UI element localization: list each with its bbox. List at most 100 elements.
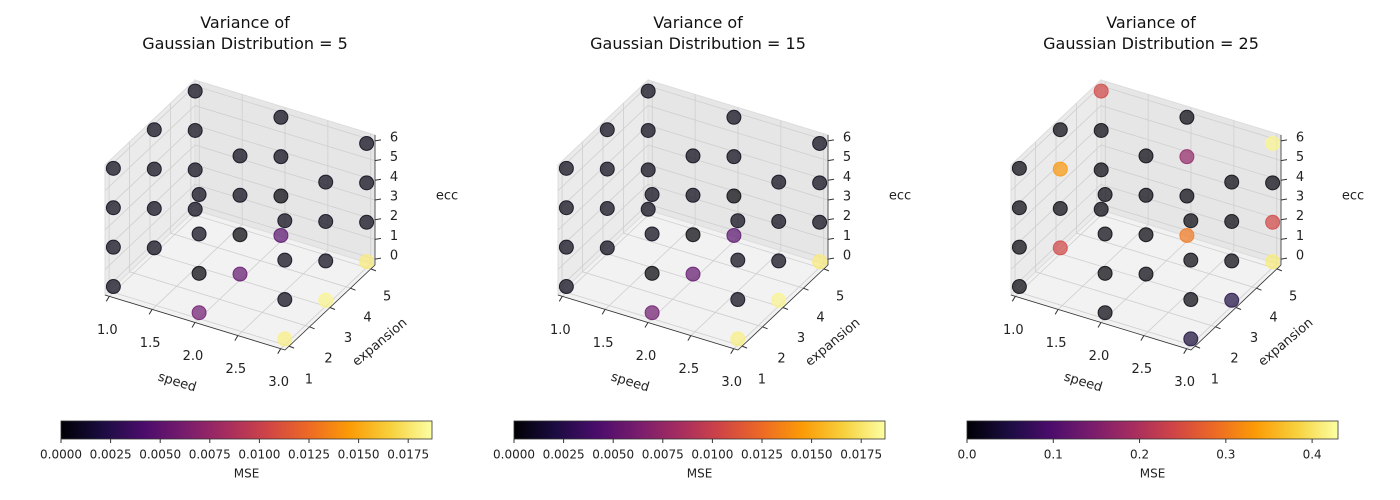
data-point	[232, 227, 248, 243]
data-point	[1183, 252, 1199, 268]
y-axis-label: expansion	[350, 315, 411, 369]
z-tick-label: 0	[390, 249, 398, 264]
data-point	[1052, 161, 1068, 177]
x-axis-label: speed	[156, 370, 198, 396]
z-axis-label: ecc	[1342, 189, 1364, 204]
data-point	[232, 266, 248, 282]
colorbar-tick-label: 0.0025	[90, 448, 132, 462]
data-point	[1093, 162, 1109, 178]
colorbar-tick-label: 0.0075	[642, 448, 684, 462]
tick-mark	[288, 345, 295, 349]
data-point	[685, 187, 701, 203]
colorbar-tick-label: 0.3	[1216, 448, 1235, 462]
y-tick-label: 4	[816, 310, 824, 325]
data-point	[644, 305, 660, 321]
data-point	[726, 188, 742, 204]
colorbar-tick-label: 0.1	[1044, 448, 1063, 462]
x-tick-label: 1.0	[97, 323, 118, 338]
x-tick-label: 2.0	[1089, 349, 1110, 364]
colorbar	[60, 420, 433, 440]
tick-mark	[374, 198, 382, 201]
tick-mark	[374, 139, 382, 142]
tick-mark	[1280, 139, 1288, 142]
data-point	[558, 200, 574, 216]
data-point	[685, 148, 701, 164]
data-point	[191, 187, 207, 203]
grid-line	[582, 141, 763, 328]
colorbar	[513, 420, 886, 440]
x-axis	[1010, 294, 1192, 351]
data-point	[1138, 148, 1154, 164]
z-axis-label: ecc	[436, 189, 458, 204]
data-point	[771, 213, 787, 229]
z-tick-label: 5	[390, 150, 398, 165]
data-point	[1138, 227, 1154, 243]
grid-line	[1143, 120, 1235, 336]
grid-line	[237, 120, 329, 336]
colorbar-tick-label: 0.0025	[543, 448, 585, 462]
tick-mark	[148, 309, 153, 315]
data-point	[599, 161, 615, 177]
tick-mark	[687, 335, 692, 341]
tick-mark	[782, 307, 789, 310]
data-point	[1052, 240, 1068, 256]
tick-mark	[762, 326, 768, 330]
data-point	[730, 252, 746, 268]
data-point	[730, 292, 746, 308]
tick-mark	[1097, 322, 1102, 328]
data-point	[359, 175, 375, 191]
tick-mark	[1140, 335, 1145, 341]
tick-mark	[644, 322, 649, 328]
tick-mark	[1280, 159, 1288, 162]
data-point	[1265, 135, 1281, 151]
x-axis-label: speed	[609, 370, 651, 396]
grid-line	[1010, 144, 1282, 231]
data-point	[685, 227, 701, 243]
data-point	[359, 254, 375, 270]
z-tick-label: 1	[843, 229, 851, 244]
data-point	[318, 174, 334, 190]
data-point	[1097, 226, 1113, 242]
z-tick-label: 3	[1296, 190, 1304, 205]
tick-mark	[827, 237, 835, 240]
y-tick-label: 1	[305, 372, 313, 387]
data-point	[1265, 214, 1281, 230]
data-point	[318, 213, 334, 229]
tick-mark	[823, 268, 830, 272]
colorbar-label: MSE	[687, 467, 713, 481]
plot-3d: 1.01.52.02.53.0 123450123456speedexpansio…	[97, 78, 458, 396]
x-tick-label: 2.5	[226, 362, 247, 377]
z-tick-label: 6	[843, 130, 851, 145]
y-axis	[737, 264, 829, 351]
data-point	[1183, 292, 1199, 308]
colorbar-tick-label: 0.0150	[338, 448, 380, 462]
tick-mark	[803, 287, 809, 291]
z-tick-label: 2	[1296, 209, 1304, 224]
data-point	[726, 227, 742, 243]
data-point	[1183, 213, 1199, 229]
data-point	[1052, 122, 1068, 138]
data-point	[146, 240, 162, 256]
colorbar	[966, 420, 1339, 440]
data-point	[191, 305, 207, 321]
data-point	[273, 109, 289, 125]
tick-mark	[827, 198, 835, 201]
chart-title: Variance of Gaussian Distribution = 15	[590, 13, 806, 53]
z-tick-label: 4	[390, 170, 398, 185]
y-tick-label: 3	[797, 331, 805, 346]
x-tick-label: 1.5	[593, 336, 614, 351]
z-tick-label: 1	[390, 229, 398, 244]
x-tick-label: 3.0	[1174, 375, 1195, 390]
data-point	[105, 239, 121, 255]
z-tick-label: 0	[1296, 249, 1304, 264]
tick-mark	[730, 348, 735, 354]
data-point	[1179, 149, 1195, 165]
z-tick-label: 6	[1296, 130, 1304, 145]
data-point	[730, 331, 746, 347]
colorbar-label: MSE	[1140, 467, 1166, 481]
chart-title: Variance of Gaussian Distribution = 5	[142, 13, 348, 53]
y-tick-label: 2	[777, 352, 785, 367]
data-point	[105, 279, 121, 295]
